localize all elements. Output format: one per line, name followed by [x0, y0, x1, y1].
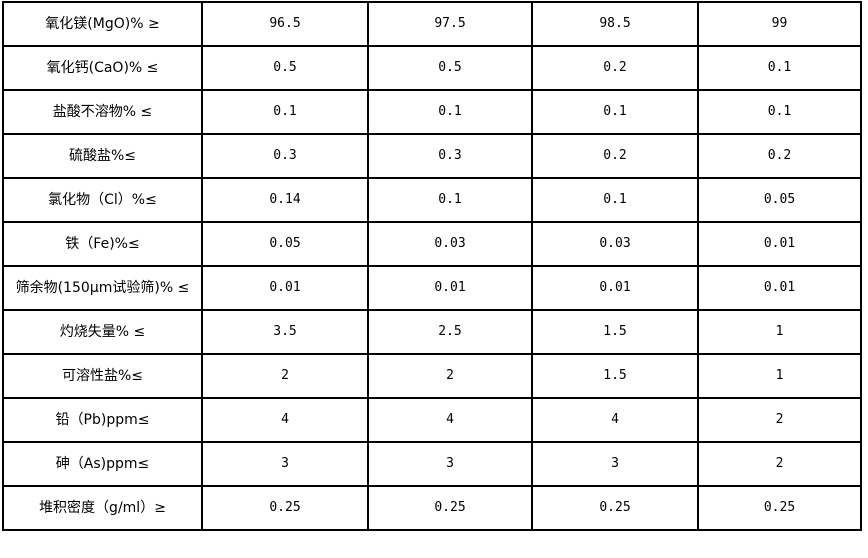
table-cell: 0.3	[201, 133, 369, 179]
table-cell: 98.5	[531, 1, 699, 47]
row-label: 可溶性盐%≤	[2, 353, 203, 399]
table-row: 可溶性盐%≤ 2 2 1.5 1	[2, 353, 862, 399]
table-row: 铁（Fe)%≤ 0.05 0.03 0.03 0.01	[2, 221, 862, 267]
table-cell: 1.5	[531, 353, 699, 399]
spec-table: 氧化镁(MgO)% ≥96.5 97.5 98.5 99 氧化钙(CaO)% ≤0.5 0…	[2, 1, 862, 531]
table-cell: 2	[367, 353, 533, 399]
row-label: 氧化钙(CaO)% ≤	[2, 45, 203, 91]
row-label: 盐酸不溶物% ≤	[2, 89, 203, 135]
table-row: 氧化镁(MgO)% ≥96.5 97.5 98.5 99	[2, 1, 862, 47]
row-label: 铅（Pb)ppm≤	[2, 397, 203, 443]
table-cell: 0.01	[697, 265, 862, 311]
table-cell: 0.01	[201, 265, 369, 311]
table-cell: 0.25	[201, 485, 369, 531]
table-cell: 1	[697, 309, 862, 355]
table-cell: 3	[201, 441, 369, 487]
table-row: 硫酸盐%≤ 0.3 0.3 0.2 0.2	[2, 133, 862, 179]
table-cell: 0.3	[367, 133, 533, 179]
table-cell: 4	[531, 397, 699, 443]
table-cell: 0.2	[531, 133, 699, 179]
table-cell: 0.01	[367, 265, 533, 311]
table-cell: 0.03	[531, 221, 699, 267]
table-cell: 3	[531, 441, 699, 487]
table-cell: 0.05	[697, 177, 862, 223]
table-cell: 0.1	[367, 177, 533, 223]
table-cell: 0.25	[367, 485, 533, 531]
table-cell: 2.5	[367, 309, 533, 355]
row-label: 灼烧失量% ≤	[2, 309, 203, 355]
table-cell: 0.1	[697, 89, 862, 135]
table-cell: 1	[697, 353, 862, 399]
table-cell: 0.25	[531, 485, 699, 531]
table-cell: 1.5	[531, 309, 699, 355]
table-cell: 0.01	[531, 265, 699, 311]
table-cell: 0.25	[697, 485, 862, 531]
table-cell: 3.5	[201, 309, 369, 355]
table-cell: 4	[201, 397, 369, 443]
row-label: 硫酸盐%≤	[2, 133, 203, 179]
table-cell: 0.05	[201, 221, 369, 267]
table-row: 砷（As)ppm≤ 3 3 3 2	[2, 441, 862, 487]
table-cell: 4	[367, 397, 533, 443]
row-label: 氯化物（Cl）%≤	[2, 177, 203, 223]
table-row: 灼烧失量% ≤3.5 2.5 1.5 1	[2, 309, 862, 355]
row-label: 砷（As)ppm≤	[2, 441, 203, 487]
table-cell: 2	[201, 353, 369, 399]
table-cell: 0.03	[367, 221, 533, 267]
table-cell: 96.5	[201, 1, 369, 47]
table-row: 铅（Pb)ppm≤ 4 4 4 2	[2, 397, 862, 443]
table-cell: 0.14	[201, 177, 369, 223]
table-row: 筛余物(150μm试验筛)% ≤0.01 0.01 0.01 0.01	[2, 265, 862, 311]
table-cell: 0.1	[367, 89, 533, 135]
table-cell: 0.1	[697, 45, 862, 91]
table-cell: 3	[367, 441, 533, 487]
row-label: 堆积密度（g/ml）≥	[2, 485, 203, 531]
table-row: 氧化钙(CaO)% ≤0.5 0.5 0.2 0.1	[2, 45, 862, 91]
table-cell: 97.5	[367, 1, 533, 47]
table-cell: 99	[697, 1, 862, 47]
spec-table-body: 氧化镁(MgO)% ≥96.5 97.5 98.5 99 氧化钙(CaO)% ≤0.5 0…	[2, 1, 862, 531]
table-cell: 0.1	[531, 177, 699, 223]
table-cell: 0.2	[697, 133, 862, 179]
table-cell: 0.5	[367, 45, 533, 91]
table-row: 盐酸不溶物% ≤0.1 0.1 0.1 0.1	[2, 89, 862, 135]
table-row: 氯化物（Cl）%≤ 0.14 0.1 0.1 0.05	[2, 177, 862, 223]
table-row: 堆积密度（g/ml）≥ 0.25 0.25 0.25 0.25	[2, 485, 862, 531]
table-cell: 0.01	[697, 221, 862, 267]
table-cell: 2	[697, 397, 862, 443]
table-cell: 0.1	[531, 89, 699, 135]
row-label: 筛余物(150μm试验筛)% ≤	[2, 265, 203, 311]
table-cell: 0.2	[531, 45, 699, 91]
row-label: 铁（Fe)%≤	[2, 221, 203, 267]
row-label: 氧化镁(MgO)% ≥	[2, 1, 203, 47]
table-cell: 0.1	[201, 89, 369, 135]
table-cell: 2	[697, 441, 862, 487]
table-cell: 0.5	[201, 45, 369, 91]
